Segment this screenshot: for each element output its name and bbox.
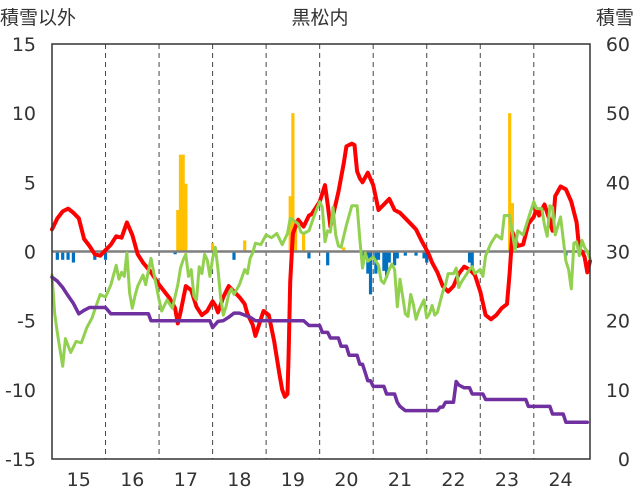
y-right-tick-label: 50 [606,103,630,125]
bar [326,251,330,266]
bar [368,251,373,295]
x-tick-label: 15 [67,469,91,491]
bar [55,251,59,260]
y-right-tick-label: 40 [606,172,630,194]
bar [508,113,512,252]
series-line [50,200,592,368]
x-tick-label: 22 [441,469,465,491]
bar [293,229,298,252]
line-layer [50,141,592,425]
bar [470,251,474,267]
y-left-tick-label: 15 [12,34,36,56]
bar [184,183,188,252]
bar [342,247,346,252]
bar [173,251,177,255]
y-left-tick-label: -5 [17,311,36,333]
bar [302,232,306,252]
bar [376,251,381,260]
bar [178,154,183,252]
bar [61,251,65,260]
bar [384,251,389,278]
bar [395,251,399,259]
bar [403,251,407,256]
bar [422,251,426,259]
left-axis-label: 積雪以外 [0,7,76,29]
axis-layer: 15 16 17 18 19 20 21 22 23 24151050-5-10-15605040… [5,34,630,491]
y-right-tick-label: 10 [606,380,630,402]
bar [387,251,391,263]
bar [414,251,418,256]
chart-title: 黒松内 [291,7,348,29]
bar [467,251,472,263]
bar [176,210,180,252]
y-left-tick-label: -10 [5,380,36,402]
bar [243,240,247,252]
plot-frame [51,43,591,460]
y-right-tick-label: 20 [606,311,630,333]
y-right-tick-label: 0 [618,449,630,471]
bar [181,154,185,252]
bar [291,113,295,252]
y-left-tick-label: -15 [5,449,36,471]
x-tick-label: 17 [174,469,198,491]
label-layer: 積雪以外 黒松内 積雪 [0,7,634,29]
y-left-tick-label: 0 [24,242,36,264]
y-left-tick-label: 10 [12,103,36,125]
y-left-tick-label: 5 [24,172,36,194]
bar [210,243,215,252]
x-tick-label: 23 [495,469,519,491]
bar [307,251,311,259]
y-right-tick-label: 60 [606,34,630,56]
x-tick-label: 16 [120,469,144,491]
bar [232,251,236,260]
bar [103,251,108,260]
x-tick-label: 24 [548,469,572,491]
bar [425,251,429,263]
series-line [50,275,590,425]
y-right-tick-label: 30 [606,242,630,264]
x-tick-label: 20 [334,469,358,491]
x-tick-label: 19 [281,469,305,491]
x-tick-label: 18 [227,469,251,491]
x-tick-label: 21 [388,469,412,491]
bar [71,251,76,263]
right-axis-label: 積雪 [596,7,634,29]
bar [382,251,386,271]
bar [393,251,397,266]
bar [66,251,70,260]
